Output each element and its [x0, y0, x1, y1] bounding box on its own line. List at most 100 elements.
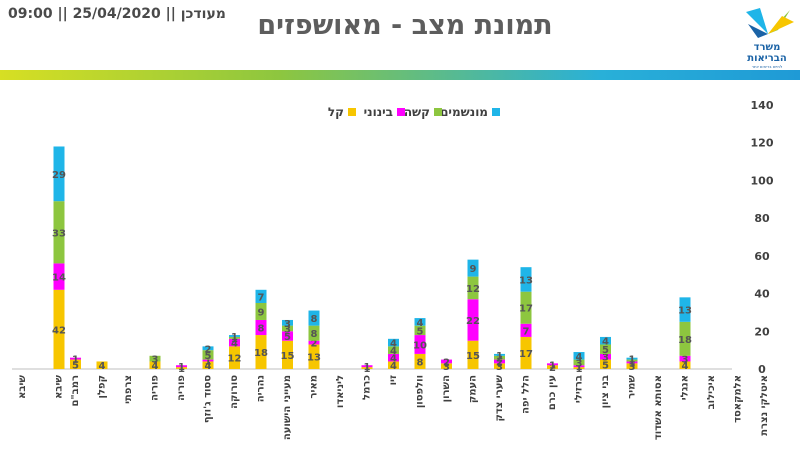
bar-segment [414, 335, 426, 354]
bar-segment [308, 325, 320, 341]
data-label: 17 [519, 349, 533, 360]
x-tick-label: בני ציון [600, 375, 611, 408]
bar-segment [573, 359, 585, 366]
x-tick-label: אסותא אשדוד [653, 375, 664, 440]
bar-segment [176, 367, 187, 369]
data-label: 14 [52, 273, 66, 284]
bar-segment [53, 263, 65, 290]
bar-segment [520, 323, 532, 337]
bar-stack: 15 22 12 9 [466, 259, 480, 369]
data-label: 1 [364, 362, 371, 373]
data-label: 10 [413, 340, 427, 351]
data-label: 4 [576, 352, 583, 363]
x-tick-label: זיו [388, 375, 399, 385]
data-label: 1 [629, 358, 636, 369]
bar-segment [388, 361, 399, 369]
data-label: 4 [99, 361, 106, 372]
logo-wordmark: משרד הבריאות [736, 42, 798, 64]
bar-segment [494, 355, 505, 360]
data-label: 1 [178, 364, 185, 375]
data-label: 8 [311, 314, 318, 325]
data-label: 4 [390, 339, 397, 350]
bar-segment [467, 340, 479, 369]
x-tick-label: וולפסון [415, 375, 426, 408]
data-label: 5 [602, 345, 609, 356]
bar-segment [414, 318, 426, 326]
data-label: 3 [682, 355, 689, 366]
bar-segment [441, 363, 452, 369]
bar-stack: 21 [547, 360, 558, 374]
x-tick-label: סורוקה [229, 375, 240, 409]
header-color-band [0, 70, 800, 80]
data-label: 2 [496, 354, 503, 365]
data-label: 5 [284, 332, 291, 343]
bar-segment [520, 267, 532, 292]
data-label: 18 [678, 335, 692, 346]
data-label: 1 [231, 334, 238, 345]
y-tick-label: 20 [754, 325, 770, 338]
bar-segment [467, 259, 479, 277]
bar-stack: 51 [70, 355, 81, 371]
bar-stack: 11 [176, 362, 187, 375]
legend-label: קשה [404, 105, 430, 119]
bar-segment [361, 367, 373, 369]
bar-segment [547, 363, 558, 366]
x-tick-label: כרמל [362, 375, 373, 400]
bar-stack: 11 [361, 362, 373, 375]
x-tick-label: שיבא [17, 375, 28, 399]
x-tick-label: שמיר [627, 375, 638, 399]
bar-segment [70, 357, 81, 360]
data-label: 7 [258, 292, 265, 303]
chart-legend: מונשמים קשה בינוני קל [328, 105, 500, 119]
bar-segment [229, 346, 240, 369]
data-label: 15 [466, 351, 480, 362]
data-label: 4 [682, 361, 689, 372]
x-tick-label: איכילוב [706, 375, 717, 409]
data-label: 1 [496, 351, 503, 362]
bar-segment [494, 363, 505, 369]
bar-segment [282, 340, 293, 369]
bar-segment [600, 359, 611, 369]
y-tick-label: 40 [754, 288, 770, 301]
legend-item: קל [328, 105, 356, 119]
data-label: 1 [231, 332, 238, 343]
data-label: 1 [72, 355, 79, 366]
legend-swatch [434, 108, 442, 116]
data-label: 1 [364, 364, 371, 375]
data-label: 33 [52, 228, 66, 239]
bar-segment [53, 201, 65, 264]
x-tick-label: אנגלי [680, 375, 691, 400]
x-tick-label: צרפתי [123, 375, 134, 404]
bar-segment [229, 335, 240, 337]
bar-segment [547, 365, 558, 369]
legend-swatch [397, 108, 405, 116]
y-tick-label: 0 [758, 363, 766, 376]
x-tick-label: הלל יפה [521, 375, 532, 414]
data-label: 3 [443, 362, 450, 373]
data-label: 5 [602, 360, 609, 371]
data-label: 29 [52, 170, 66, 181]
bar-segment [308, 310, 320, 326]
bar-stack: 17 7 17 13 [519, 267, 533, 369]
bar-segment [53, 289, 65, 369]
bar-segment [96, 361, 108, 369]
page-title: תמונת מצב - מאושפזים [257, 10, 553, 41]
bar-segment [53, 146, 65, 202]
data-label: 8 [417, 357, 424, 368]
bar-segment [149, 355, 161, 362]
data-label: 1 [629, 357, 636, 368]
data-label: 2 [549, 363, 556, 374]
logo-tagline: לחיים בריאים יותר [751, 64, 783, 69]
x-tick-label: איטלקי נצרת [759, 375, 770, 436]
bar-segment [282, 331, 293, 341]
bar-stack: 8 10 54 [413, 318, 427, 369]
data-label: 4 [205, 361, 212, 372]
bar-segment [573, 352, 585, 360]
